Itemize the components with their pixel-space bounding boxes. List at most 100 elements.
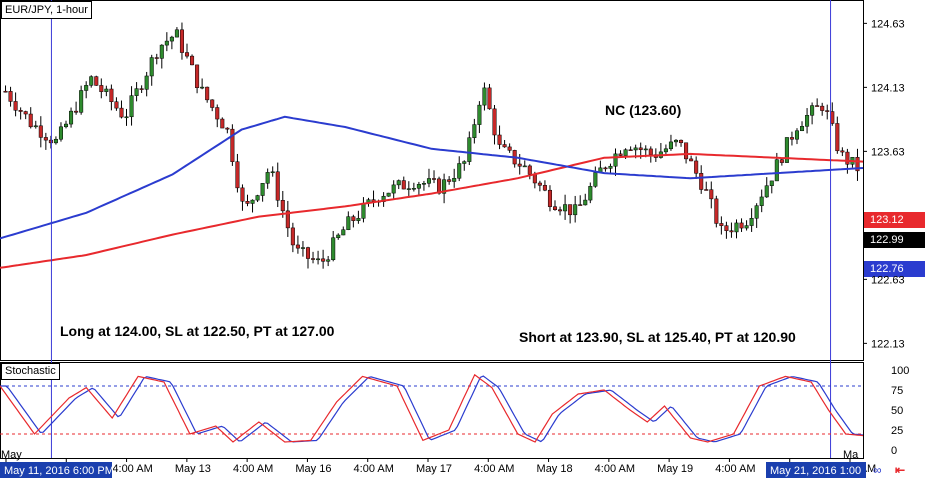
- candle-body: [613, 153, 618, 167]
- candle-body: [517, 163, 522, 167]
- candle-body: [159, 44, 164, 59]
- candle-body: [326, 259, 331, 262]
- candle-body: [406, 188, 411, 190]
- candle-body: [724, 225, 729, 231]
- candle-body: [129, 95, 134, 118]
- main-panel-frame: [0, 0, 864, 361]
- stochastic-label: Stochastic: [1, 363, 60, 380]
- stochastic-tick-label: 25: [891, 425, 903, 437]
- candle-body: [840, 150, 845, 153]
- candle-body: [18, 110, 23, 112]
- candle-body: [537, 182, 542, 186]
- candle-body: [547, 189, 552, 207]
- candle-body: [341, 229, 346, 236]
- candle-body: [184, 52, 190, 57]
- time-tick-label: May 13: [175, 463, 211, 475]
- candle-body: [305, 247, 311, 259]
- candle-body: [633, 147, 638, 151]
- candle-body: [437, 178, 442, 194]
- candle-body: [255, 195, 260, 201]
- candle-body: [628, 149, 633, 151]
- candle-body: [835, 123, 840, 152]
- candle-body: [316, 258, 321, 261]
- time-edge-label-left: May: [1, 449, 22, 461]
- candle-body: [764, 185, 769, 198]
- candle-body: [295, 244, 300, 249]
- candle-body: [734, 222, 739, 233]
- moving-average-red: [0, 152, 864, 269]
- candle-body: [190, 55, 195, 66]
- candle-body: [492, 108, 497, 136]
- candle-body: [149, 57, 154, 77]
- price-tag-ma-blue: 122.76: [870, 263, 904, 275]
- candle-body: [250, 199, 255, 204]
- candle-body: [311, 258, 316, 260]
- candle-body: [805, 115, 810, 127]
- candle-body: [779, 159, 784, 163]
- candle-body: [215, 107, 220, 120]
- candle-body: [810, 105, 815, 116]
- scroll-to-end-icon[interactable]: ⇤: [895, 463, 906, 477]
- candle-body: [769, 180, 774, 186]
- time-tick-label: May 17: [416, 463, 452, 475]
- cursor-time-box-right: [766, 462, 866, 478]
- symbol-label: EUR/JPY, 1-hour: [1, 1, 92, 19]
- candle-body: [845, 151, 850, 165]
- candle-body: [351, 216, 356, 221]
- candle-body: [648, 148, 653, 155]
- stochastic-panel-frame: [0, 362, 864, 459]
- short-annotation: Short at 123.90, SL at 125.40, PT at 120…: [519, 329, 796, 345]
- candle-body: [174, 29, 179, 38]
- candle-body: [487, 87, 492, 110]
- candle-body: [754, 205, 759, 219]
- candle-body: [346, 216, 351, 230]
- candle-body: [774, 159, 779, 182]
- candle-body: [200, 86, 205, 89]
- candle-body: [235, 161, 240, 189]
- candle-body: [663, 148, 668, 153]
- candle-body: [74, 110, 79, 113]
- candle-body: [673, 139, 679, 143]
- candle-body: [396, 180, 401, 186]
- candle-body: [69, 110, 74, 125]
- link-icon[interactable]: ∞: [873, 463, 882, 477]
- candle-body: [331, 237, 336, 261]
- candle-body: [457, 163, 462, 179]
- candle-body: [452, 177, 457, 182]
- candle-body: [139, 88, 144, 90]
- candle-body: [260, 183, 265, 196]
- stochastic-tick-label: 50: [891, 405, 903, 417]
- candle-body: [794, 130, 799, 140]
- candle-body: [99, 85, 104, 92]
- candle-body: [552, 206, 558, 210]
- candle-body: [568, 204, 573, 216]
- candle-body: [426, 178, 431, 184]
- candle-body: [421, 183, 426, 185]
- time-tick-label: May 19: [657, 463, 693, 475]
- price-tag-ma-red: 123.12: [870, 214, 904, 226]
- candle-body: [638, 147, 643, 150]
- candle-body: [225, 127, 230, 130]
- candle-body: [527, 165, 532, 175]
- candle-body: [825, 110, 830, 112]
- candle-body: [386, 192, 391, 197]
- candle-body: [482, 87, 487, 106]
- candle-body: [195, 64, 200, 88]
- candle-body: [689, 158, 694, 162]
- cursor-time-label-right: May 21, 2016 1:00: [770, 465, 861, 477]
- candle-body: [784, 137, 789, 163]
- candle-body: [23, 111, 28, 115]
- long-annotation: Long at 124.00, SL at 122.50, PT at 127.…: [60, 323, 335, 339]
- candle-body: [643, 148, 648, 151]
- candle-body: [58, 126, 63, 140]
- candle-body: [684, 142, 689, 160]
- candle-body: [497, 134, 502, 145]
- candle-body: [179, 29, 184, 53]
- candle-body: [84, 85, 89, 91]
- candle-body: [472, 124, 477, 138]
- candle-body: [679, 139, 684, 144]
- candle-body: [134, 88, 139, 96]
- candle-body: [336, 234, 341, 239]
- candle-body: [53, 138, 58, 144]
- price-tag-bg: [864, 232, 925, 248]
